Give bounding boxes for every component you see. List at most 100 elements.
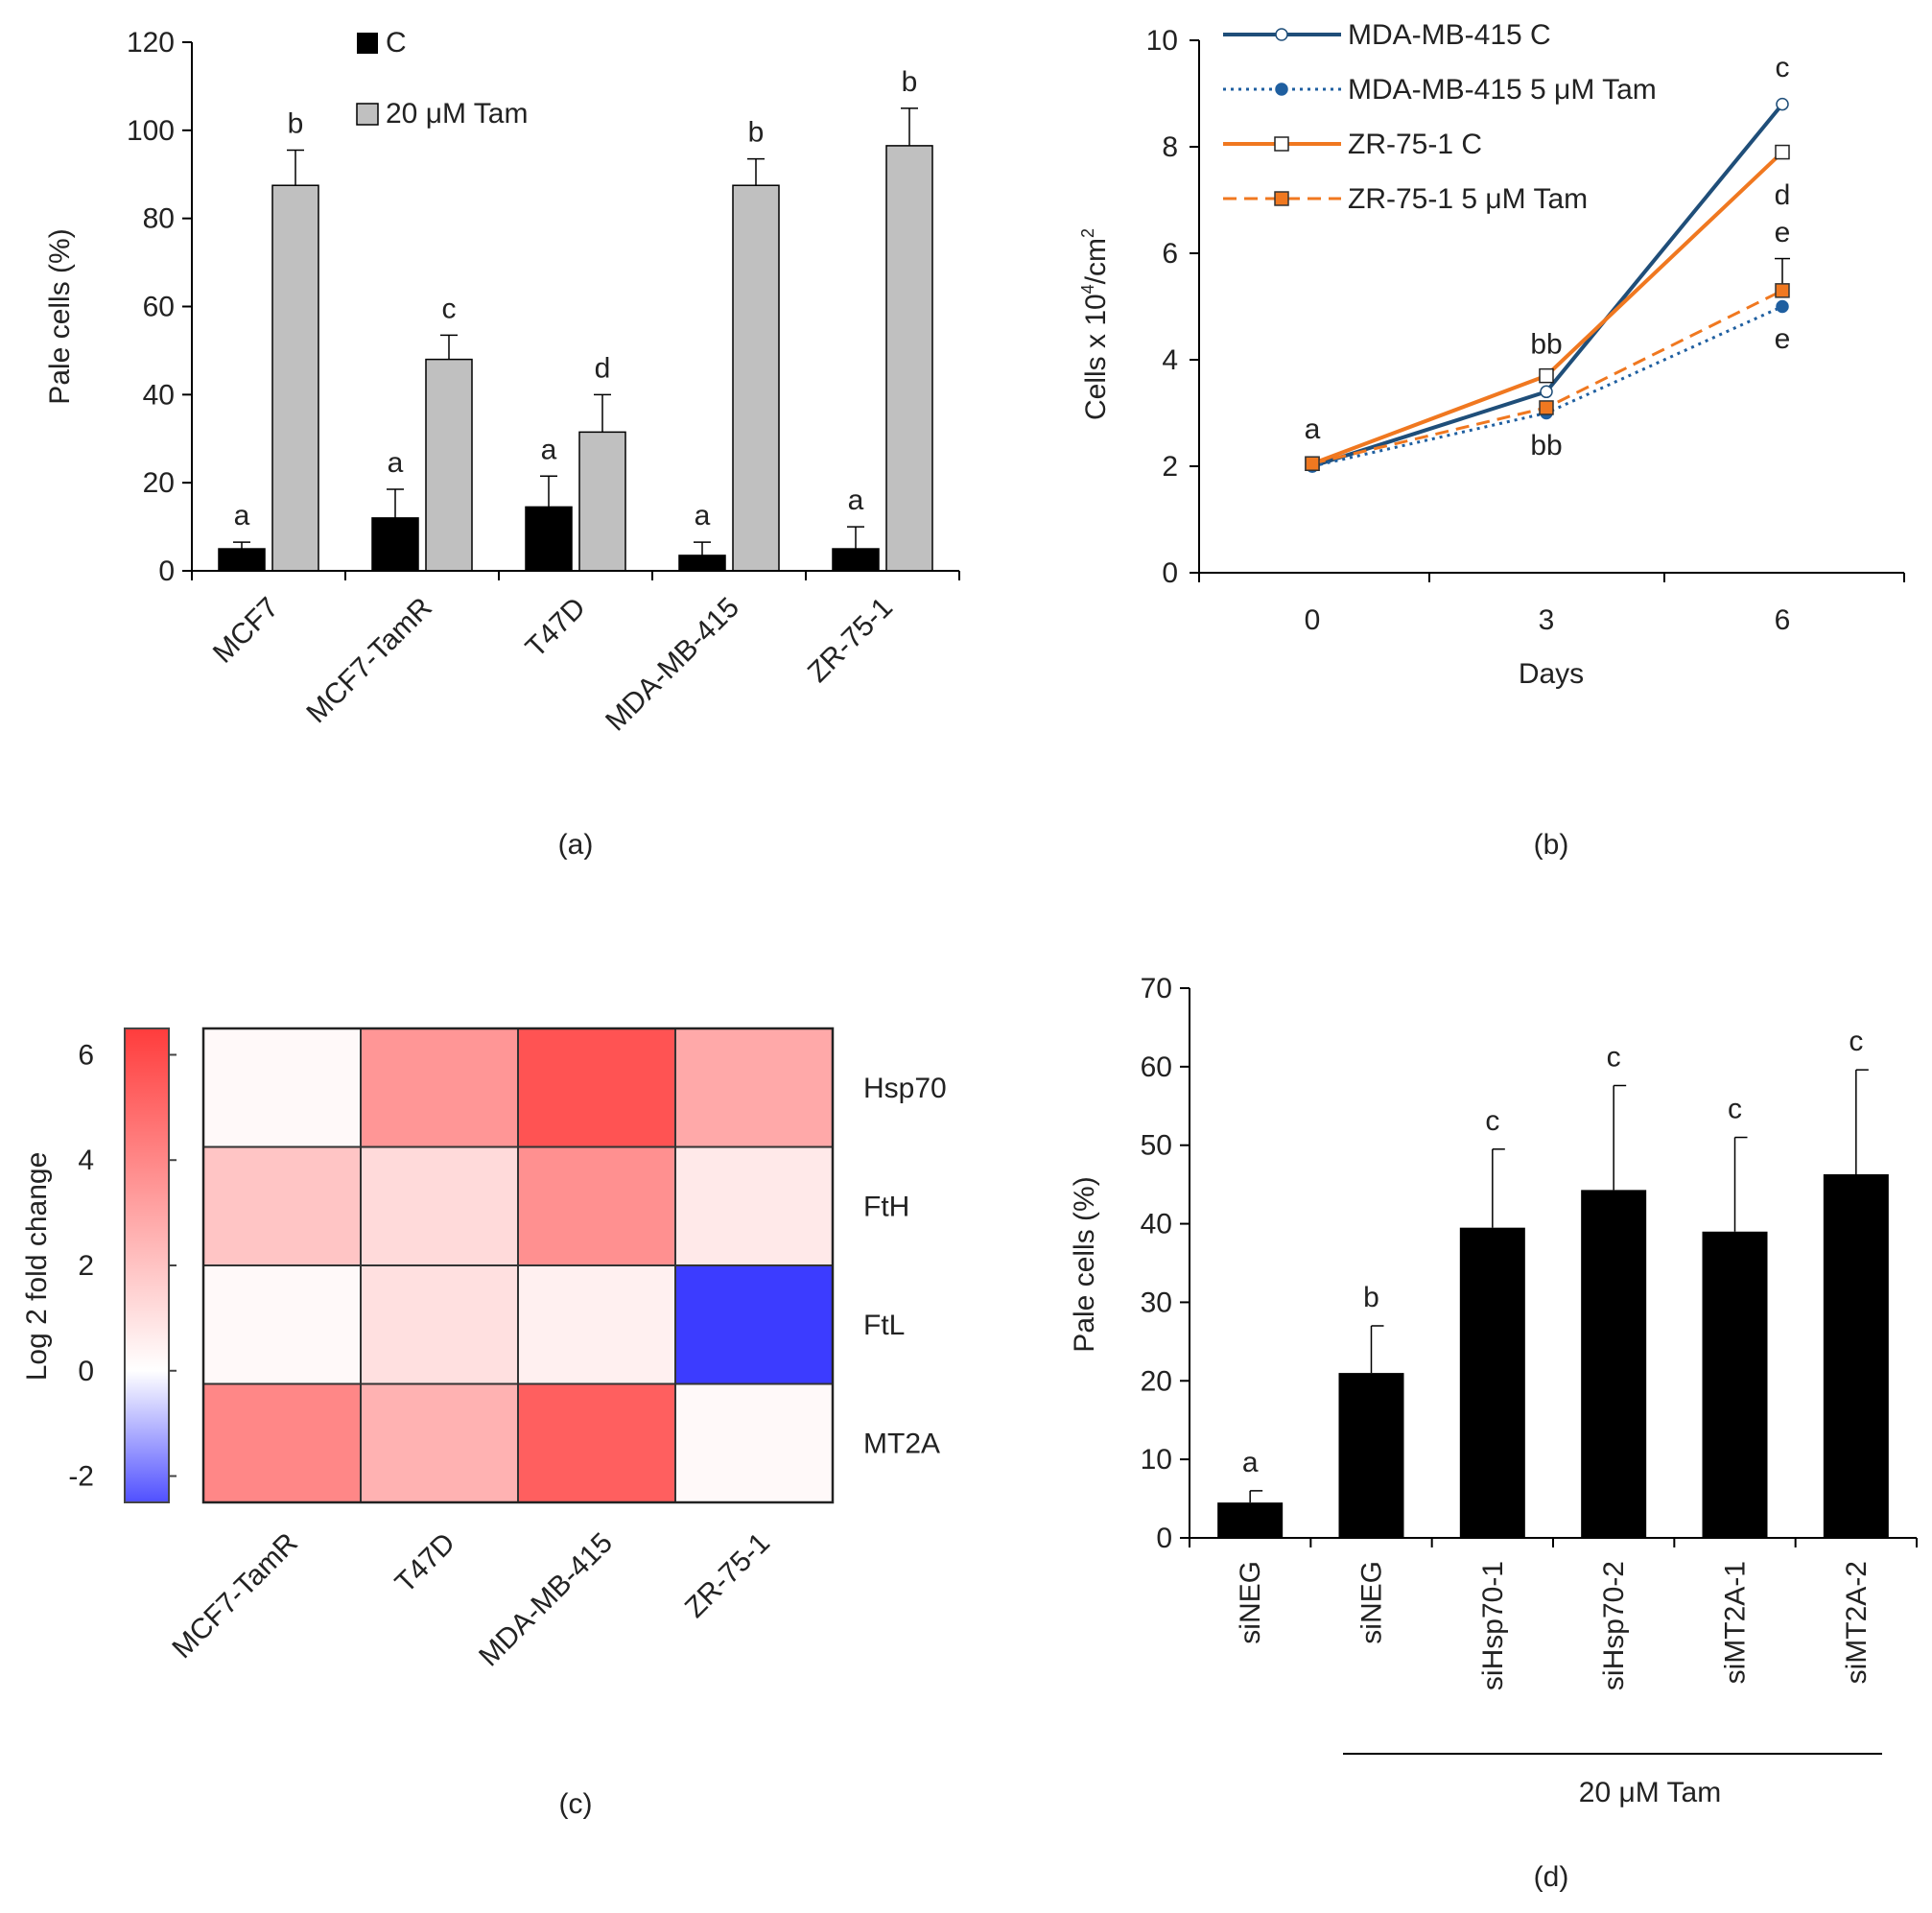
a-legend-label-c: C: [386, 27, 407, 59]
a-bar: [371, 517, 419, 572]
c-heatmap-cell: [360, 1145, 519, 1266]
c-heatmap-cell: [517, 1264, 676, 1385]
d-group-label: 20 μM Tam: [1579, 1777, 1721, 1808]
c-heatmap-cell: [674, 1264, 834, 1385]
a-legend-swatch-c: [357, 33, 378, 54]
a-bar: [218, 548, 266, 572]
a-ytick-label: 80: [143, 203, 175, 235]
a-significance-letter: a: [848, 484, 864, 516]
b-point: [1775, 283, 1790, 298]
d-significance-letter: a: [1242, 1447, 1259, 1478]
b-legend-label: MDA-MB-415 C: [1348, 19, 1551, 51]
d-ylabel: Pale cells (%): [1069, 1176, 1100, 1352]
d-bar: [1823, 1174, 1889, 1538]
d-ytick-label: 40: [1141, 1209, 1172, 1240]
a-ytick-label: 40: [143, 379, 175, 411]
d-xtick-label: siMT2A-1: [1720, 1561, 1752, 1684]
d-significance-letter: c: [1607, 1042, 1621, 1074]
b-ytick-label: 4: [1162, 344, 1178, 376]
b-point: [1275, 28, 1288, 41]
d-bars: a siNEG b siNEG c siHsp70-1 c siHsp70-2 c siMT2A-…: [1189, 1026, 1918, 1690]
c-heatmap-cells: [202, 1027, 834, 1503]
a-significance-letter: a: [541, 434, 557, 465]
b-ylabel-unit: /cm: [1080, 238, 1112, 284]
c-heatmap-cell: [202, 1264, 362, 1385]
b-annotation: bb: [1530, 328, 1562, 360]
a-significance-letter: b: [902, 66, 918, 98]
c-col-label: ZR-75-1: [679, 1527, 776, 1624]
c-heatmap-cell: [202, 1027, 362, 1148]
b-annotation: d: [1775, 179, 1791, 211]
b-point: [1275, 83, 1288, 96]
c-colorbar-tick-label: 2: [78, 1250, 94, 1282]
c-heatmap-cell: [202, 1382, 362, 1503]
c-col-label: MDA-MB-415: [473, 1527, 619, 1673]
c-colorbar-label: Log 2 fold change: [21, 1152, 53, 1382]
c-heatmap-cell: [360, 1264, 519, 1385]
d-bar: [1581, 1190, 1647, 1538]
c-colorbar-ticks: 6 4 2 0 -2: [68, 1039, 177, 1493]
b-xlabel: Days: [1519, 658, 1584, 690]
b-xtick-label: 3: [1539, 604, 1555, 636]
b-legend-label: ZR-75-1 5 μM Tam: [1348, 183, 1588, 215]
c-row-label: FtL: [863, 1310, 905, 1341]
d-ytick-label: 20: [1141, 1365, 1172, 1397]
b-point: [1776, 97, 1789, 111]
b-ytick-label: 0: [1162, 557, 1178, 589]
c-heatmap-cell: [517, 1382, 676, 1503]
a-ytick-label: 100: [127, 115, 175, 147]
a-bar: [578, 431, 626, 572]
b-annotation: c: [1776, 52, 1790, 83]
panel-d: 0 10 20 30 40 50 60 70 Pale cells (%) a siNEG b si…: [1069, 973, 1918, 1893]
b-ylabel-main: Cells x 10: [1080, 294, 1112, 420]
b-annotation: e: [1775, 323, 1791, 355]
c-heatmap-cell: [517, 1145, 676, 1266]
a-bars: a b MCF7 a c MCF7-TamR a d T47D a b MDA-MB-415 a b ZR-…: [191, 66, 960, 738]
d-significance-letter: c: [1485, 1105, 1499, 1137]
c-row-label: FtH: [863, 1191, 909, 1222]
b-ytick-label: 6: [1162, 238, 1178, 270]
a-bar: [271, 184, 319, 572]
a-xtick-label: ZR-75-1: [802, 592, 899, 689]
b-point: [1274, 191, 1289, 206]
d-y-ticks: 0 10 20 30 40 50 60 70: [1141, 973, 1190, 1554]
d-ytick-label: 60: [1141, 1051, 1172, 1083]
b-legend-label: MDA-MB-415 5 μM Tam: [1348, 74, 1657, 106]
d-ytick-label: 70: [1141, 973, 1172, 1004]
d-significance-letter: c: [1728, 1094, 1742, 1125]
d-significance-letter: b: [1363, 1282, 1379, 1313]
b-annotation: e: [1775, 217, 1791, 248]
c-heatmap-cell: [674, 1145, 834, 1266]
a-significance-letter: c: [442, 293, 457, 324]
a-y-ticks: 0 20 40 60 80 100 120: [127, 27, 192, 587]
d-xtick-label: siNEG: [1235, 1561, 1266, 1644]
c-row-label: MT2A: [863, 1428, 940, 1459]
panel-a: 0 20 40 60 80 100 120 Pale cells (%) a b MCF7 a c M…: [44, 27, 960, 861]
c-colorbar-tick-label: 6: [78, 1039, 94, 1071]
panel-c: 6 4 2 0 -2 Log 2 fold change Hsp70 FtH FtL MT2A…: [21, 1027, 947, 1820]
b-ylabel-sup2: 2: [1078, 228, 1097, 238]
a-significance-letter: b: [748, 117, 765, 149]
c-heatmap-cell: [517, 1027, 676, 1148]
b-legend: MDA-MB-415 C MDA-MB-415 5 μM Tam ZR-75-1 C…: [1223, 19, 1657, 215]
c-caption: (c): [559, 1788, 593, 1820]
d-bar: [1459, 1227, 1525, 1538]
d-caption: (d): [1534, 1861, 1569, 1893]
d-bar: [1338, 1373, 1404, 1538]
b-ytick-label: 8: [1162, 131, 1178, 163]
a-xtick-label: MCF7: [207, 592, 285, 670]
a-xtick-label: MDA-MB-415: [600, 592, 745, 738]
c-col-label: T47D: [389, 1527, 461, 1599]
b-point: [1539, 400, 1554, 415]
b-xtick-label: 0: [1305, 604, 1321, 636]
c-row-label: Hsp70: [863, 1073, 947, 1104]
c-colorbar-tick-label: 4: [78, 1145, 94, 1176]
a-bar: [425, 358, 473, 572]
c-heatmap-cell: [360, 1027, 519, 1148]
a-significance-letter: a: [234, 500, 250, 531]
b-xtick-label: 6: [1775, 604, 1791, 636]
b-ytick-label: 10: [1146, 25, 1178, 57]
